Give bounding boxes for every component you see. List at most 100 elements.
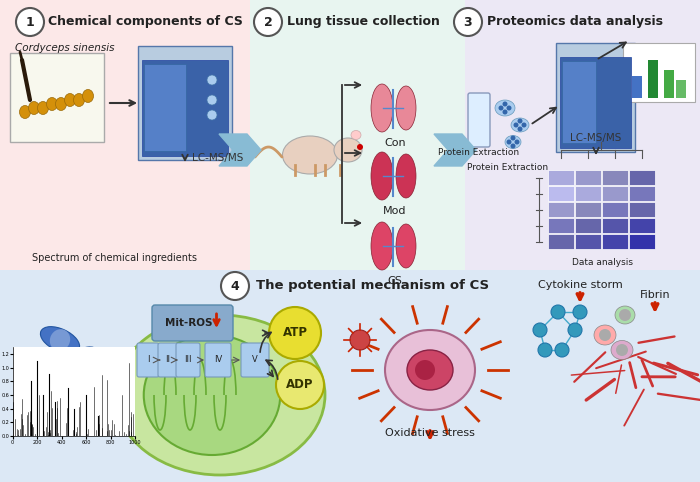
- Ellipse shape: [283, 136, 337, 174]
- Ellipse shape: [505, 135, 521, 148]
- Circle shape: [551, 305, 565, 319]
- FancyBboxPatch shape: [629, 202, 655, 217]
- Text: 3: 3: [463, 15, 473, 28]
- Ellipse shape: [396, 224, 416, 268]
- FancyBboxPatch shape: [556, 43, 635, 152]
- Ellipse shape: [64, 94, 76, 107]
- Ellipse shape: [396, 154, 416, 198]
- Circle shape: [507, 139, 512, 145]
- FancyBboxPatch shape: [602, 186, 628, 201]
- Text: ADP: ADP: [286, 378, 314, 391]
- Circle shape: [514, 139, 519, 145]
- FancyBboxPatch shape: [137, 343, 159, 377]
- FancyBboxPatch shape: [562, 61, 596, 143]
- Text: The potential mechanism of CS: The potential mechanism of CS: [256, 280, 489, 293]
- Ellipse shape: [385, 330, 475, 410]
- Ellipse shape: [62, 347, 98, 377]
- Text: Proteomics data analysis: Proteomics data analysis: [487, 15, 663, 28]
- Text: ATP: ATP: [283, 326, 307, 339]
- FancyBboxPatch shape: [629, 170, 655, 185]
- Ellipse shape: [74, 94, 85, 107]
- FancyBboxPatch shape: [575, 234, 601, 249]
- Text: Mit-ROS: Mit-ROS: [165, 318, 213, 328]
- FancyBboxPatch shape: [560, 57, 631, 148]
- Circle shape: [254, 8, 282, 36]
- Circle shape: [510, 144, 515, 148]
- FancyBboxPatch shape: [468, 93, 490, 147]
- Ellipse shape: [29, 102, 39, 115]
- FancyBboxPatch shape: [602, 218, 628, 233]
- FancyBboxPatch shape: [648, 60, 658, 98]
- Ellipse shape: [351, 131, 361, 139]
- FancyBboxPatch shape: [602, 234, 628, 249]
- Ellipse shape: [594, 325, 616, 345]
- Text: Chemical components of CS: Chemical components of CS: [48, 15, 243, 28]
- Circle shape: [619, 309, 631, 321]
- FancyBboxPatch shape: [152, 305, 233, 341]
- FancyBboxPatch shape: [629, 186, 655, 201]
- FancyBboxPatch shape: [629, 218, 655, 233]
- Circle shape: [573, 305, 587, 319]
- Ellipse shape: [50, 329, 70, 351]
- Polygon shape: [434, 134, 476, 166]
- Text: Mod: Mod: [384, 206, 407, 216]
- Circle shape: [522, 122, 526, 128]
- Text: V: V: [252, 356, 258, 364]
- Circle shape: [415, 360, 435, 380]
- Ellipse shape: [495, 100, 515, 116]
- FancyBboxPatch shape: [664, 70, 674, 98]
- Ellipse shape: [396, 86, 416, 130]
- FancyBboxPatch shape: [548, 234, 574, 249]
- Circle shape: [533, 323, 547, 337]
- Text: 1: 1: [26, 15, 34, 28]
- Ellipse shape: [144, 335, 280, 455]
- Circle shape: [568, 323, 582, 337]
- Circle shape: [503, 109, 507, 115]
- Text: LC-MS/MS: LC-MS/MS: [570, 133, 622, 143]
- FancyBboxPatch shape: [176, 343, 200, 377]
- Ellipse shape: [407, 350, 453, 390]
- Text: II: II: [165, 356, 171, 364]
- Circle shape: [599, 329, 611, 341]
- FancyBboxPatch shape: [575, 170, 601, 185]
- Text: I: I: [147, 356, 149, 364]
- FancyBboxPatch shape: [602, 170, 628, 185]
- Ellipse shape: [371, 152, 393, 200]
- Circle shape: [503, 102, 507, 107]
- Text: Lung tissue collection: Lung tissue collection: [287, 15, 440, 28]
- Circle shape: [555, 343, 569, 357]
- FancyBboxPatch shape: [144, 64, 186, 151]
- Circle shape: [517, 119, 522, 123]
- FancyBboxPatch shape: [575, 218, 601, 233]
- FancyBboxPatch shape: [548, 202, 574, 217]
- Text: Oxidative stress: Oxidative stress: [385, 428, 475, 438]
- FancyBboxPatch shape: [241, 343, 269, 377]
- Text: IV: IV: [214, 356, 222, 364]
- FancyBboxPatch shape: [632, 76, 642, 98]
- FancyBboxPatch shape: [575, 202, 601, 217]
- Ellipse shape: [20, 106, 31, 119]
- Circle shape: [454, 8, 482, 36]
- Ellipse shape: [611, 340, 633, 360]
- FancyBboxPatch shape: [676, 80, 686, 98]
- Text: Protein Extraction: Protein Extraction: [438, 148, 519, 157]
- Ellipse shape: [371, 84, 393, 132]
- Circle shape: [517, 126, 522, 132]
- Circle shape: [357, 144, 363, 150]
- Text: Data analysis: Data analysis: [571, 258, 633, 267]
- Ellipse shape: [46, 97, 57, 110]
- Text: Cytokine storm: Cytokine storm: [538, 280, 622, 290]
- FancyBboxPatch shape: [629, 234, 655, 249]
- Circle shape: [538, 343, 552, 357]
- FancyBboxPatch shape: [623, 43, 695, 102]
- Circle shape: [507, 106, 512, 110]
- FancyBboxPatch shape: [10, 53, 104, 142]
- Polygon shape: [0, 270, 700, 482]
- Text: 4: 4: [230, 280, 239, 293]
- Circle shape: [207, 110, 217, 120]
- Text: Cordyceps sinensis: Cordyceps sinensis: [15, 43, 115, 53]
- Ellipse shape: [511, 118, 529, 132]
- Text: CS Capsules: CS Capsules: [34, 388, 102, 398]
- FancyBboxPatch shape: [142, 60, 228, 156]
- Circle shape: [510, 135, 515, 140]
